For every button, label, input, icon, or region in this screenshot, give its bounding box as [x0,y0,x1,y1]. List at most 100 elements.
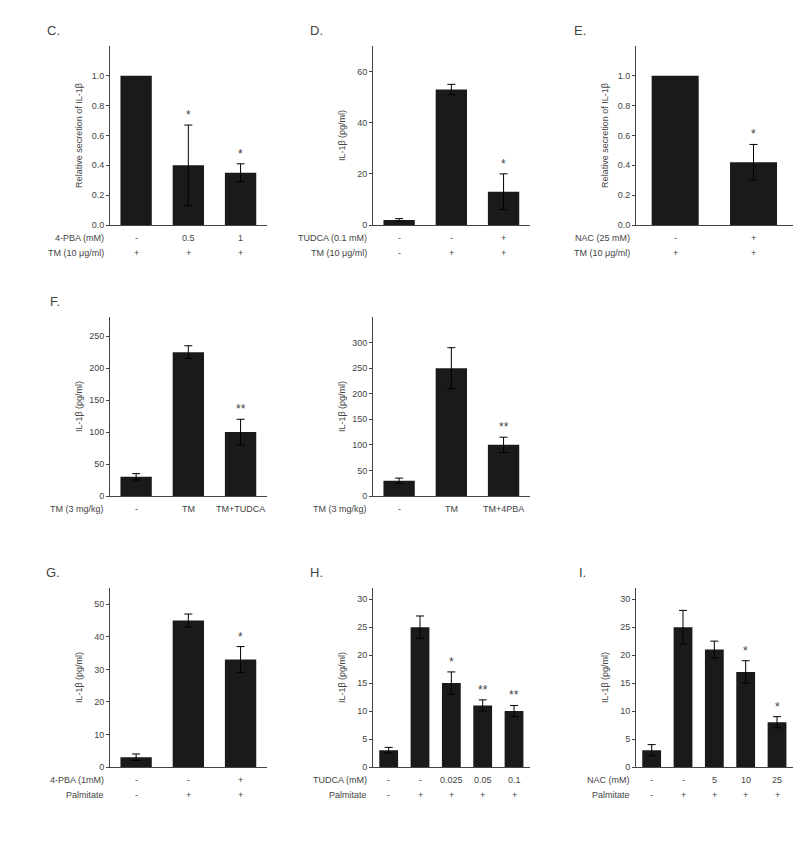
svg-text:TM+4PBA: TM+4PBA [483,504,524,514]
svg-text:Palmitate: Palmitate [329,790,367,800]
svg-text:15: 15 [620,678,630,688]
svg-text:E.: E. [574,23,586,38]
svg-text:-: - [135,504,138,514]
svg-text:0.2: 0.2 [618,190,631,200]
svg-text:IL-1β (pg/ml): IL-1β (pg/ml) [337,381,347,432]
svg-text:*: * [743,644,748,658]
svg-text:15: 15 [357,678,367,688]
svg-text:+: + [673,248,678,258]
svg-text:-: - [387,790,390,800]
svg-text:-: - [398,504,401,514]
svg-text:+: + [712,790,717,800]
svg-text:1.0: 1.0 [92,71,105,81]
svg-text:0: 0 [625,762,630,772]
svg-text:-: - [187,775,190,785]
svg-text:+: + [512,790,517,800]
svg-text:-: - [674,233,677,243]
svg-text:40: 40 [94,632,104,642]
svg-text:5: 5 [712,775,717,785]
svg-text:Palmitate: Palmitate [66,790,104,800]
svg-text:1: 1 [238,233,243,243]
svg-text:20: 20 [94,697,104,707]
svg-text:IL-1β (pg/ml): IL-1β (pg/ml) [600,652,610,703]
svg-text:1.0: 1.0 [618,71,631,81]
svg-text:50: 50 [94,459,104,469]
svg-text:4-PBA (1mM): 4-PBA (1mM) [50,775,104,785]
svg-text:20: 20 [620,650,630,660]
svg-text:40: 40 [357,118,367,128]
svg-text:+: + [238,775,243,785]
svg-text:I.: I. [579,565,586,580]
svg-text:30: 30 [94,665,104,675]
svg-text:+: + [418,790,423,800]
svg-text:0: 0 [362,220,367,230]
svg-text:-: - [398,233,401,243]
svg-text:250: 250 [352,363,367,373]
svg-text:TM (10 μg/ml): TM (10 μg/ml) [48,248,104,258]
svg-text:+: + [238,248,243,258]
svg-text:IL-1β (pg/ml): IL-1β (pg/ml) [74,652,84,703]
svg-text:0.05: 0.05 [474,775,492,785]
svg-text:0.4: 0.4 [92,160,105,170]
svg-text:20: 20 [357,169,367,179]
svg-text:TM: TM [182,504,195,514]
svg-text:TM (10 μg/ml): TM (10 μg/ml) [311,248,367,258]
svg-text:*: * [238,147,243,161]
svg-text:Relative secretion of IL-1β: Relative secretion of IL-1β [600,83,610,188]
svg-text:0.1: 0.1 [508,775,521,785]
svg-text:TM+TUDCA: TM+TUDCA [216,504,265,514]
svg-text:-: - [682,775,685,785]
svg-text:25: 25 [357,622,367,632]
svg-text:25: 25 [772,775,782,785]
svg-text:200: 200 [352,389,367,399]
svg-text:**: ** [509,688,519,702]
svg-text:-: - [398,248,401,258]
svg-text:NAC (25 mM): NAC (25 mM) [575,233,630,243]
svg-text:**: ** [478,683,488,697]
svg-text:150: 150 [352,414,367,424]
svg-text:+: + [501,233,506,243]
svg-text:150: 150 [89,395,104,405]
svg-text:IL-1β (pg/ml): IL-1β (pg/ml) [74,381,84,432]
svg-text:0: 0 [362,491,367,501]
svg-text:**: ** [499,420,509,434]
svg-text:0: 0 [99,762,104,772]
svg-text:10: 10 [94,730,104,740]
svg-text:250: 250 [89,331,104,341]
svg-text:-: - [450,233,453,243]
svg-text:TM (10 μg/ml): TM (10 μg/ml) [574,248,630,258]
svg-text:10: 10 [741,775,751,785]
svg-text:20: 20 [357,650,367,660]
svg-text:+: + [751,248,756,258]
svg-text:NAC (mM): NAC (mM) [587,775,630,785]
svg-text:0.6: 0.6 [618,131,631,141]
svg-text:25: 25 [620,622,630,632]
svg-text:0: 0 [99,491,104,501]
svg-text:**: ** [236,402,246,416]
svg-text:TM: TM [445,504,458,514]
svg-text:*: * [238,630,243,644]
svg-text:-: - [135,790,138,800]
svg-text:5: 5 [362,734,367,744]
svg-text:+: + [449,248,454,258]
svg-text:200: 200 [89,363,104,373]
svg-text:4-PBA (mM): 4-PBA (mM) [55,233,104,243]
svg-text:10: 10 [620,706,630,716]
svg-text:300: 300 [352,338,367,348]
svg-text:TUDCA (0.1 mM): TUDCA (0.1 mM) [298,233,367,243]
svg-text:-: - [135,775,138,785]
svg-text:TUDCA (mM): TUDCA (mM) [313,775,367,785]
svg-text:10: 10 [357,706,367,716]
svg-text:+: + [480,790,485,800]
svg-text:+: + [775,790,780,800]
svg-text:D.: D. [310,23,323,38]
svg-text:+: + [681,790,686,800]
svg-text:+: + [449,790,454,800]
svg-text:IL-1β (pg/ml): IL-1β (pg/ml) [337,110,347,161]
svg-text:IL-1β (pg/ml): IL-1β (pg/ml) [337,652,347,703]
svg-text:0.4: 0.4 [618,160,631,170]
svg-text:+: + [238,790,243,800]
svg-text:Relative secretion of IL-1β: Relative secretion of IL-1β [74,83,84,188]
svg-text:+: + [134,248,139,258]
svg-text:+: + [743,790,748,800]
